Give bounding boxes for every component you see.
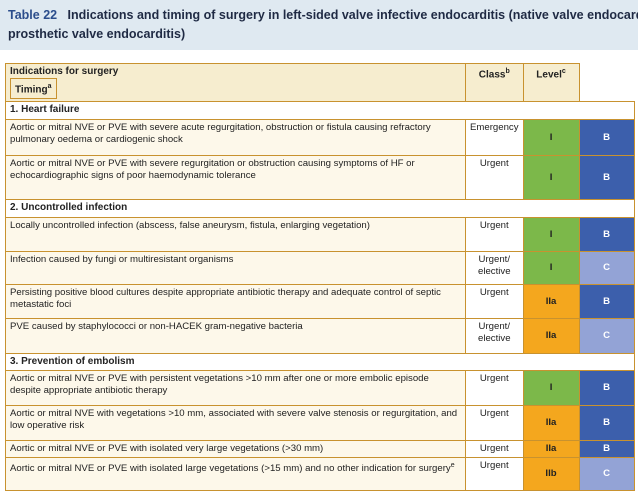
section-row: 1. Heart failure bbox=[5, 101, 635, 121]
class-cell: IIa bbox=[522, 440, 580, 459]
timing-cell: Urgent bbox=[465, 405, 524, 442]
indication-cell: Aortic or mitral NVE or PVE with persist… bbox=[5, 370, 466, 407]
indication-text: Aortic or mitral NVE or PVE with severe … bbox=[10, 158, 415, 182]
indication-note: e bbox=[450, 462, 455, 470]
indication-text: Aortic or mitral NVE with vegetations >1… bbox=[10, 408, 458, 432]
class-cell: I bbox=[522, 217, 580, 253]
level-cell: B bbox=[578, 119, 635, 157]
timing-cell: Urgent bbox=[465, 440, 524, 459]
class-cell: I bbox=[522, 251, 580, 286]
header-cell: Timinga bbox=[10, 77, 57, 100]
class-cell: I bbox=[522, 155, 580, 201]
header-note: c bbox=[561, 68, 566, 75]
indication-text: Aortic or mitral NVE or PVE with isolate… bbox=[10, 463, 451, 475]
title-line: Table 22 Indications and timing of surge… bbox=[8, 8, 638, 22]
timing-cell: Urgent bbox=[465, 217, 524, 253]
table-row: Aortic or mitral NVE or PVE with isolate… bbox=[5, 457, 635, 491]
timing-cell: Urgent bbox=[465, 370, 524, 407]
indication-cell: PVE caused by staphylococci or non-HACEK… bbox=[5, 318, 466, 355]
table-label: Table 22 bbox=[8, 8, 58, 22]
table-row: Aortic or mitral NVE or PVE with isolate… bbox=[5, 440, 635, 459]
table-row: PVE caused by staphylococci or non-HACEK… bbox=[5, 318, 635, 355]
class-cell: IIa bbox=[522, 405, 580, 442]
table-row: Aortic or mitral NVE or PVE with severe … bbox=[5, 155, 635, 201]
indication-cell: Persisting positive blood cultures despi… bbox=[5, 284, 466, 320]
timing-cell: Urgent/ elective bbox=[465, 318, 524, 355]
indication-text: Locally uncontrolled infection (abscess,… bbox=[10, 220, 370, 232]
table-row: Infection caused by fungi or multiresist… bbox=[5, 251, 635, 286]
level-cell: C bbox=[578, 318, 635, 355]
indication-text: Aortic or mitral NVE or PVE with persist… bbox=[10, 373, 429, 397]
level-cell: B bbox=[578, 284, 635, 320]
timing-cell: Urgent bbox=[465, 155, 524, 201]
table-title: Indications and timing of surgery in lef… bbox=[67, 8, 638, 22]
header-text: Timing bbox=[15, 84, 48, 96]
header-note: a bbox=[47, 83, 52, 90]
table: Indications for surgeryTiminga Classb Leve… bbox=[5, 62, 635, 491]
timing-cell: Urgent/ elective bbox=[465, 251, 524, 286]
level-cell: C bbox=[578, 251, 635, 286]
level-cell: B bbox=[578, 370, 635, 407]
section-title: 2. Uncontrolled infection bbox=[5, 199, 635, 219]
class-cell: IIa bbox=[522, 284, 580, 320]
class-cell: I bbox=[522, 119, 580, 157]
header-text: Indications for surgery bbox=[10, 66, 119, 77]
indication-cell: Aortic or mitral NVE or PVE with severe … bbox=[5, 155, 466, 201]
header-cell: Classb bbox=[465, 62, 524, 103]
level-cell: B bbox=[578, 217, 635, 253]
level-cell: B bbox=[578, 155, 635, 201]
timing-cell: Emergency bbox=[465, 119, 524, 157]
header-cell: Levelc bbox=[522, 62, 580, 103]
indication-cell: Locally uncontrolled infection (abscess,… bbox=[5, 217, 466, 253]
level-cell: B bbox=[578, 440, 635, 459]
indication-text: Infection caused by fungi or multiresist… bbox=[10, 254, 234, 266]
header-text: Class bbox=[478, 69, 506, 81]
header-row: Indications for surgeryTiminga Classb Leve… bbox=[5, 62, 635, 103]
table-title: prosthetic valve endocarditis) bbox=[8, 27, 186, 41]
table-row: Aortic or mitral NVE or PVE with persist… bbox=[5, 370, 635, 407]
indication-cell: Aortic or mitral NVE with vegetations >1… bbox=[5, 405, 466, 442]
class-cell: I bbox=[522, 370, 580, 407]
indication-text: PVE caused by staphylococci or non-HACEK… bbox=[10, 321, 303, 333]
indication-cell: Aortic or mitral NVE or PVE with severe … bbox=[5, 119, 466, 157]
class-cell: IIb bbox=[522, 457, 580, 491]
table-row: Aortic or mitral NVE with vegetations >1… bbox=[5, 405, 635, 442]
section-title: 3. Prevention of embolism bbox=[5, 353, 635, 372]
level-cell: B bbox=[578, 405, 635, 442]
section-row: 3. Prevention of embolism bbox=[5, 353, 635, 372]
indication-cell: Infection caused by fungi or multiresist… bbox=[5, 251, 466, 286]
table-row: Persisting positive blood cultures despi… bbox=[5, 284, 635, 320]
timing-cell: Urgent bbox=[465, 284, 524, 320]
table-row: Locally uncontrolled infection (abscess,… bbox=[5, 217, 635, 253]
section-row: 2. Uncontrolled infection bbox=[5, 199, 635, 219]
header-cell: Indications for surgeryTiminga bbox=[5, 62, 466, 103]
indication-text: Aortic or mitral NVE or PVE with isolate… bbox=[10, 443, 324, 455]
section-title: 1. Heart failure bbox=[5, 101, 635, 121]
class-cell: IIa bbox=[522, 318, 580, 355]
title-line: prosthetic valve endocarditis) bbox=[8, 27, 185, 41]
indication-text: Aortic or mitral NVE or PVE with severe … bbox=[10, 122, 431, 146]
table-row: Aortic or mitral NVE or PVE with severe … bbox=[5, 119, 635, 157]
header-note: b bbox=[505, 68, 510, 75]
level-cell: C bbox=[578, 457, 635, 491]
title-bar: Table 22 Indications and timing of surge… bbox=[0, 0, 638, 50]
indication-cell: Aortic or mitral NVE or PVE with isolate… bbox=[5, 440, 466, 459]
timing-cell: Urgent bbox=[465, 457, 524, 491]
indication-text: Persisting positive blood cultures despi… bbox=[10, 287, 441, 311]
header-text: Level bbox=[536, 69, 562, 81]
indication-cell: Aortic or mitral NVE or PVE with isolate… bbox=[5, 457, 466, 491]
